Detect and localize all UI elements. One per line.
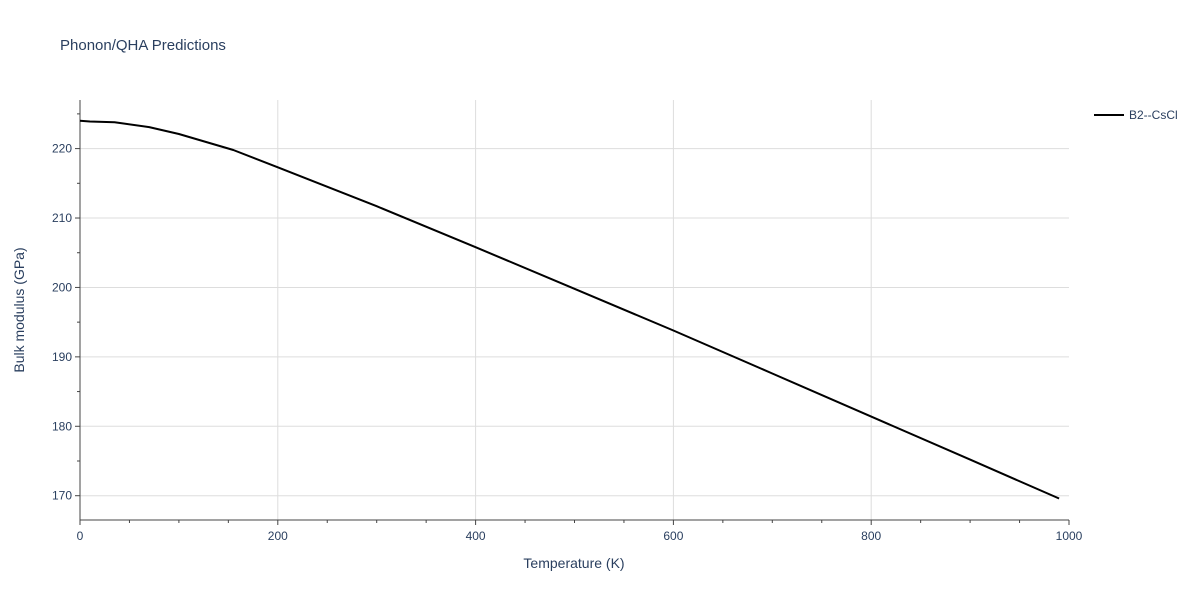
x-tick-label: 800 xyxy=(861,529,881,543)
x-tick-label: 1000 xyxy=(1056,529,1083,543)
x-axis-title: Temperature (K) xyxy=(523,555,624,571)
y-tick-label: 200 xyxy=(52,280,72,294)
y-axis-title: Bulk modulus (GPa) xyxy=(11,247,27,372)
y-tick-label: 210 xyxy=(52,211,72,225)
chart-title: Phonon/QHA Predictions xyxy=(60,37,226,54)
x-tick-label: 600 xyxy=(663,529,683,543)
y-tick-label: 220 xyxy=(52,142,72,156)
grid xyxy=(80,100,1069,520)
y-tick-label: 190 xyxy=(52,350,72,364)
y-tick-label: 180 xyxy=(52,419,72,433)
series-layer xyxy=(79,119,1060,500)
x-tick-label: 200 xyxy=(268,529,288,543)
series-line xyxy=(79,119,1060,500)
legend: B2--CsCl xyxy=(1094,108,1178,122)
legend-label: B2--CsCl xyxy=(1129,108,1178,122)
axes: 0 200 400 600 800 1000 170 180 190 200 210 220 xyxy=(52,100,1083,543)
x-tick-label: 400 xyxy=(466,529,486,543)
x-tick-label: 0 xyxy=(77,529,84,543)
y-tick-label: 170 xyxy=(52,489,72,503)
